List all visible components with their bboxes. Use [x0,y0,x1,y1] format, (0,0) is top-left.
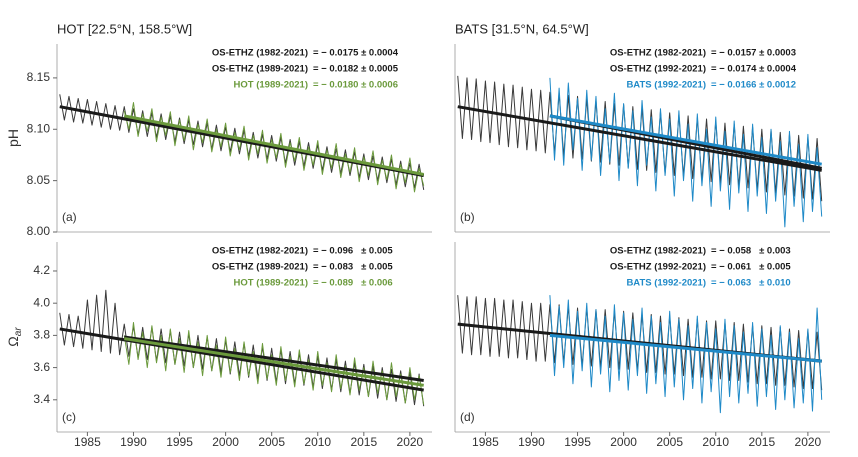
annotation-stat: = − 0.058 ± 0.003 [711,246,791,257]
annotation-name: OS-ETHZ (1989-2021) [212,64,308,75]
series-line [123,322,425,405]
y-axis-label-subscript: ar [13,327,24,337]
y-tick-label: 8.05 [27,173,51,187]
x-tick-label: 2015 [350,435,377,449]
annotation-stat: = − 0.083 ± 0.005 [313,262,393,273]
annotation-name: OS-ETHZ (1982-2021) [212,246,308,257]
series-line [549,77,823,228]
y-tick-label: 3.6 [33,360,50,374]
panel-title: BATS [31.5°N, 64.5°W] [455,21,589,36]
y-axis-label-symbol: Ω [5,336,21,346]
y-tick-label: 3.8 [33,328,50,342]
annotation-stat: = − 0.096 ± 0.005 [313,246,393,257]
panel-label: (d) [460,410,475,424]
trend-line [549,333,822,363]
annotation-stat: = − 0.0175 ± 0.0004 [313,48,399,59]
annotation-name: BATS (1992-2021) [626,80,706,91]
y-tick-label: 8.15 [27,70,51,84]
annotation-name: OS-ETHZ (1992-2021) [610,262,706,273]
x-tick-label: 2000 [610,435,637,449]
trend-line [124,337,424,387]
annotation-name: OS-ETHZ (1982-2021) [610,48,706,59]
x-tick-label: 2020 [397,435,424,449]
x-tick-label: 1985 [74,435,101,449]
annotation-name: HOT (1989-2021) [234,278,308,289]
annotation-name: BATS (1992-2021) [626,278,706,289]
annotation-stat: = − 0.0157 ± 0.0003 [711,48,796,59]
x-tick-label: 1990 [120,435,147,449]
series-line [549,295,823,414]
trend-line [59,327,424,392]
trend-line [457,105,822,172]
x-tick-label: 2020 [795,435,822,449]
x-tick-label: 2005 [258,435,285,449]
x-tick-label: 1990 [518,435,545,449]
annotation-stat: = − 0.089 ± 0.006 [313,278,393,289]
y-tick-label: 4.2 [33,263,50,277]
trend-line [123,114,424,176]
y-tick-label: 8.10 [27,121,51,135]
annotation-name: OS-ETHZ (1982-2021) [212,48,308,59]
x-tick-label: 1995 [166,435,193,449]
y-axis-label: pH [5,129,21,147]
annotation-name: OS-ETHZ (1992-2021) [610,64,706,75]
annotation-stat: = − 0.0182 ± 0.0005 [313,64,399,75]
x-tick-label: 1995 [564,435,591,449]
annotation-name: HOT (1989-2021) [234,80,308,91]
annotation-stat: = − 0.0174 ± 0.0004 [711,64,797,75]
x-tick-label: 2010 [304,435,331,449]
annotation-stat: = − 0.0180 ± 0.0006 [313,80,398,91]
annotation-stat: = − 0.0166 ± 0.0012 [711,80,796,91]
y-axis-label-symbol: pH [5,129,21,147]
panel-label: (c) [62,410,76,424]
x-tick-label: 2005 [656,435,683,449]
x-tick-label: 2010 [702,435,729,449]
x-tick-label: 1985 [472,435,499,449]
panel-label: (b) [460,210,475,224]
y-axis-label: Ωar [5,327,24,347]
annotation-name: OS-ETHZ (1989-2021) [212,262,308,273]
annotation-name: OS-ETHZ (1982-2021) [610,246,706,257]
x-tick-label: 2000 [212,435,239,449]
panel-title: HOT [22.5°N, 158.5°W] [57,21,192,36]
x-tick-label: 2015 [748,435,775,449]
panel-label: (a) [62,210,77,224]
trend-line [549,114,822,166]
annotation-stat: = − 0.063 ± 0.010 [711,278,791,289]
y-tick-label: 8.00 [27,224,51,238]
series-line [123,102,425,193]
y-tick-label: 3.4 [33,392,50,406]
y-tick-label: 4.0 [33,295,50,309]
annotation-stat: = − 0.061 ± 0.005 [711,262,791,273]
trend-line [124,335,424,382]
